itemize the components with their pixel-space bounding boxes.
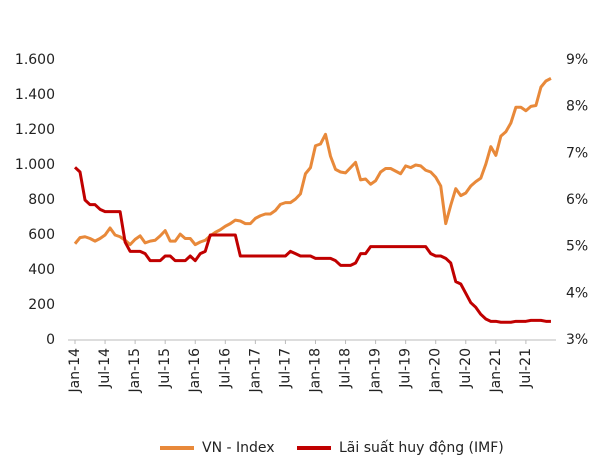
y-tick-label: 800 [28,192,55,208]
x-tick-label: Jan-15 [127,348,143,393]
x-tick-label: Jan-14 [67,348,83,394]
x-tick-label: Jan-20 [428,348,444,393]
legend-label: Lãi suất huy động (IMF) [339,440,504,456]
y-tick-label: 200 [28,297,55,313]
series-line [73,77,552,247]
y2-tick-label: 4% [566,285,588,301]
x-tick-label: Jul-19 [398,348,414,389]
legend-label: VN - Index [202,440,275,456]
x-tick-label: Jul-20 [458,348,474,389]
x-tick-label: Jan-21 [488,348,504,393]
x-tick-label: Jul-16 [217,348,233,389]
x-tick-label: Jan-16 [187,348,203,394]
x-tick-label: Jul-17 [277,348,293,389]
y-tick-label: 400 [28,262,55,278]
y2-tick-label: 3% [566,332,588,348]
y2-tick-label: 8% [566,99,588,115]
x-tick-label: Jul-14 [97,348,113,389]
y2-tick-label: 6% [566,192,588,208]
y-tick-label: 1.000 [15,157,55,173]
y2-tick-label: 9% [566,52,588,68]
x-tick-label: Jan-17 [247,348,263,393]
y2-tick-label: 5% [566,239,588,255]
x-tick-label: Jan-19 [368,348,384,393]
x-tick-label: Jul-15 [157,348,173,389]
y-tick-label: 1.200 [15,122,55,138]
x-tick-label: Jul-18 [338,348,354,389]
x-tick-label: Jan-18 [307,348,323,393]
y-tick-label: 1.400 [15,87,55,103]
y-tick-label: 600 [28,227,55,243]
series-line [73,166,551,324]
x-tick-label: Jul-21 [518,348,534,389]
y-tick-label: 0 [46,332,55,348]
y-tick-label: 1.600 [15,52,55,68]
y2-tick-label: 7% [566,145,588,161]
